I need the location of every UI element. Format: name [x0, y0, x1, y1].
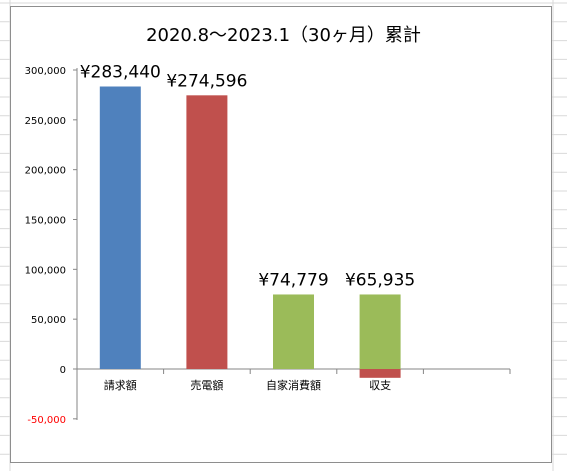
y-tick-label: 50,000	[31, 315, 66, 326]
y-tick-label: 150,000	[25, 216, 66, 227]
bar	[359, 294, 401, 369]
x-tick-label: 請求額	[104, 378, 137, 392]
bar-negative-segment	[359, 369, 401, 378]
y-tick-label: 100,000	[25, 265, 66, 276]
data-label: ¥274,596	[166, 71, 247, 91]
y-tick-label: 250,000	[25, 116, 66, 127]
bar	[99, 86, 141, 370]
y-tick-label: 0	[60, 365, 66, 376]
bar	[186, 95, 228, 369]
data-label: ¥283,440	[80, 63, 161, 83]
bar	[273, 294, 314, 369]
data-label: ¥74,779	[258, 270, 328, 290]
data-label: ¥65,935	[345, 270, 415, 290]
chart-title: 2020.8〜2023.1（30ヶ月）累計	[146, 25, 421, 46]
y-tick-label: -50,000	[27, 415, 66, 426]
y-tick-label: 300,000	[25, 66, 66, 77]
x-tick-label: 売電額	[190, 379, 223, 392]
x-tick-label: 収支	[369, 379, 391, 392]
x-tick-label: 自家消費額	[266, 378, 321, 392]
y-tick-label: 200,000	[25, 166, 66, 177]
